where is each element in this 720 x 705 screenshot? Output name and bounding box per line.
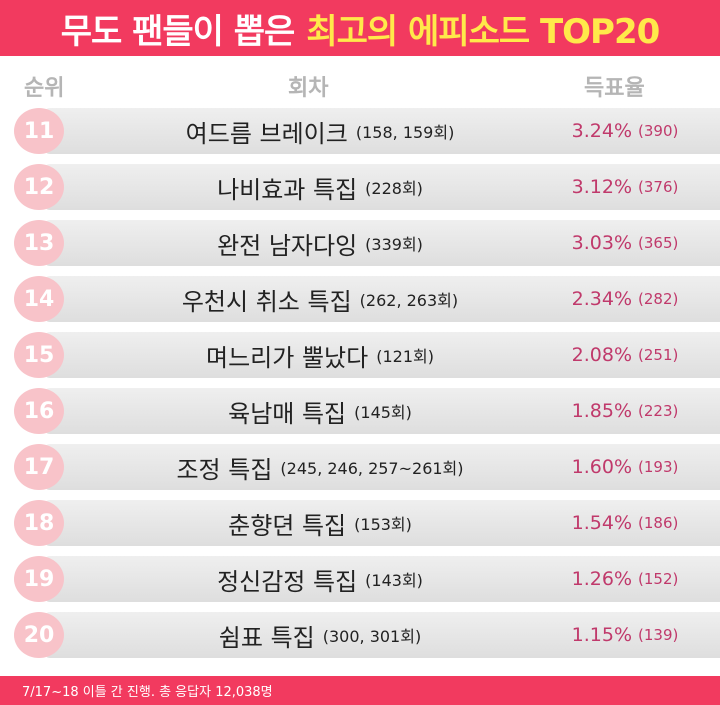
rank-badge: 18 (14, 500, 64, 546)
rank-badge: 14 (14, 276, 64, 322)
row-background (44, 164, 720, 210)
title-part-yellow: 최고의 에피소드 TOP20 (306, 11, 660, 52)
episode-numbers: (143회) (365, 571, 423, 590)
vote-rate: 1.15% (139) (540, 612, 710, 658)
vote-percent: 2.08% (571, 344, 632, 366)
row-background (44, 220, 720, 266)
vote-rate: 3.03% (365) (540, 220, 710, 266)
vote-percent: 1.26% (571, 568, 632, 590)
row-background (44, 556, 720, 602)
list-item: 20 쉼표 특집 (300, 301회) 1.15% (139) (0, 610, 720, 666)
row-background (44, 108, 720, 154)
episode-numbers: (262, 263회) (359, 291, 459, 310)
vote-count: (365) (638, 234, 679, 252)
episode-title: 나비효과 특집 (228회) (110, 164, 530, 210)
rank-badge: 13 (14, 220, 64, 266)
episode-name: 나비효과 특집 (217, 175, 358, 204)
vote-count: (186) (638, 514, 679, 532)
vote-count: (251) (638, 346, 679, 364)
vote-count: (390) (638, 122, 679, 140)
vote-count: (282) (638, 290, 679, 308)
vote-count: (223) (638, 402, 679, 420)
episode-name: 쉼표 특집 (218, 623, 315, 652)
row-background (44, 276, 720, 322)
page-title: 무도 팬들이 뽑은 최고의 에피소드 TOP20 (0, 0, 720, 56)
episode-title: 육남매 특집 (145회) (110, 388, 530, 434)
rank-badge: 15 (14, 332, 64, 378)
episode-numbers: (145회) (354, 403, 412, 422)
episode-numbers: (158, 159회) (355, 123, 455, 142)
vote-rate: 1.60% (193) (540, 444, 710, 490)
rank-badge: 20 (14, 612, 64, 658)
episode-name: 며느리가 뿔났다 (206, 343, 369, 372)
episode-title: 정신감정 특집 (143회) (110, 556, 530, 602)
list-item: 12 나비효과 특집 (228회) 3.12% (376) (0, 162, 720, 218)
vote-percent: 3.12% (571, 176, 632, 198)
vote-percent: 1.85% (571, 400, 632, 422)
episode-numbers: (153회) (354, 515, 412, 534)
episode-numbers: (339회) (365, 235, 423, 254)
column-header-episode: 회차 (288, 76, 329, 101)
vote-percent: 3.03% (571, 232, 632, 254)
list-item: 19 정신감정 특집 (143회) 1.26% (152) (0, 554, 720, 610)
episode-title: 춘향뎐 특집 (153회) (110, 500, 530, 546)
episode-numbers: (245, 246, 257~261회) (280, 459, 464, 478)
episode-name: 춘향뎐 특집 (228, 511, 347, 540)
vote-count: (193) (638, 458, 679, 476)
footer-note: 7/17~18 이틀 간 진행. 총 응답자 12,038명 (0, 676, 720, 705)
episode-name: 완전 남자다잉 (217, 231, 358, 260)
rank-badge: 16 (14, 388, 64, 434)
vote-percent: 1.60% (571, 456, 632, 478)
episode-title: 조정 특집 (245, 246, 257~261회) (110, 444, 530, 490)
episode-title: 쉼표 특집 (300, 301회) (110, 612, 530, 658)
list-item: 18 춘향뎐 특집 (153회) 1.54% (186) (0, 498, 720, 554)
list-item: 17 조정 특집 (245, 246, 257~261회) 1.60% (193) (0, 442, 720, 498)
list-item: 11 여드름 브레이크 (158, 159회) 3.24% (390) (0, 106, 720, 162)
vote-count: (376) (638, 178, 679, 196)
column-header-rank: 순위 (24, 76, 65, 101)
vote-percent: 2.34% (571, 288, 632, 310)
row-background (44, 388, 720, 434)
rank-badge: 19 (14, 556, 64, 602)
list-item: 13 완전 남자다잉 (339회) 3.03% (365) (0, 218, 720, 274)
episode-name: 우천시 취소 특집 (181, 287, 352, 316)
vote-rate: 3.12% (376) (540, 164, 710, 210)
vote-rate: 1.26% (152) (540, 556, 710, 602)
rank-badge: 11 (14, 108, 64, 154)
vote-rate: 1.85% (223) (540, 388, 710, 434)
episode-name: 조정 특집 (176, 455, 273, 484)
vote-percent: 1.15% (571, 624, 632, 646)
episode-title: 여드름 브레이크 (158, 159회) (110, 108, 530, 154)
row-background (44, 612, 720, 658)
vote-percent: 1.54% (571, 512, 632, 534)
episode-name: 정신감정 특집 (217, 567, 358, 596)
vote-rate: 2.34% (282) (540, 276, 710, 322)
episode-name: 육남매 특집 (228, 399, 347, 428)
vote-rate: 1.54% (186) (540, 500, 710, 546)
vote-rate: 2.08% (251) (540, 332, 710, 378)
episode-numbers: (228회) (365, 179, 423, 198)
row-background (44, 500, 720, 546)
row-background (44, 444, 720, 490)
episode-numbers: (121회) (376, 347, 434, 366)
episode-title: 우천시 취소 특집 (262, 263회) (110, 276, 530, 322)
list-item: 14 우천시 취소 특집 (262, 263회) 2.34% (282) (0, 274, 720, 330)
rank-badge: 17 (14, 444, 64, 490)
list-item: 16 육남매 특집 (145회) 1.85% (223) (0, 386, 720, 442)
episode-title: 완전 남자다잉 (339회) (110, 220, 530, 266)
rank-badge: 12 (14, 164, 64, 210)
vote-count: (139) (638, 626, 679, 644)
column-header-votes: 득표율 (584, 76, 645, 101)
episode-name: 여드름 브레이크 (185, 119, 348, 148)
vote-rate: 3.24% (390) (540, 108, 710, 154)
column-headers: 순위 회차 득표율 (0, 70, 720, 104)
vote-count: (152) (638, 570, 679, 588)
title-part-white: 무도 팬들이 뽑은 (60, 11, 296, 52)
row-background (44, 332, 720, 378)
episode-numbers: (300, 301회) (322, 627, 422, 646)
list-item: 15 며느리가 뿔났다 (121회) 2.08% (251) (0, 330, 720, 386)
episode-title: 며느리가 뿔났다 (121회) (110, 332, 530, 378)
vote-percent: 3.24% (571, 120, 632, 142)
